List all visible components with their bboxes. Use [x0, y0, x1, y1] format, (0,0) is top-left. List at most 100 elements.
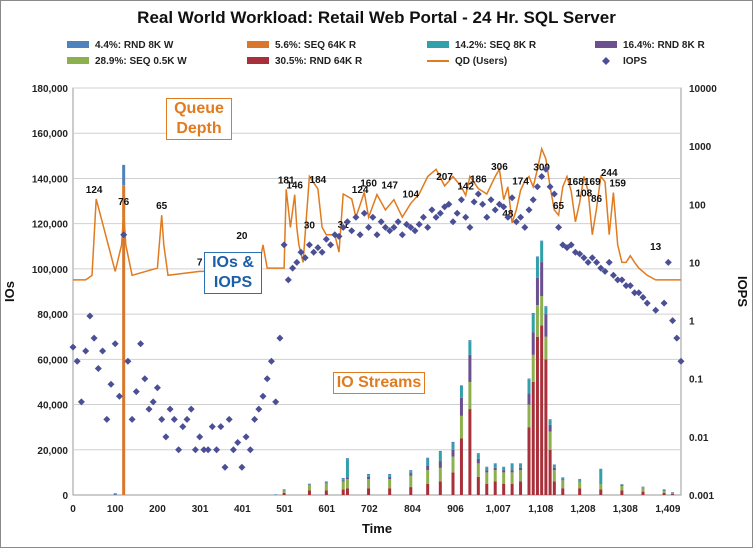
io-bar-segment: [493, 481, 497, 495]
qd-data-label: 184: [310, 175, 327, 186]
io-bar-segment: [662, 490, 666, 491]
iops-marker: [293, 258, 301, 266]
legend-label: 28.9%: SEQ 0.5K W: [95, 56, 187, 67]
x-tick-label: 1,007: [486, 504, 511, 515]
legend-label: QD (Users): [455, 56, 507, 67]
legend-label: 30.5%: RND 64K R: [275, 56, 363, 67]
iops-marker: [175, 446, 183, 454]
iops-marker: [381, 223, 389, 231]
legend-marker: [602, 57, 610, 65]
iops-marker: [69, 343, 77, 351]
iops-marker: [301, 254, 309, 262]
iops-marker: [664, 258, 672, 266]
iops-marker: [137, 340, 145, 348]
iops-marker: [483, 213, 491, 221]
y-tick-label: 120,000: [32, 220, 69, 231]
io-bar-segment: [476, 454, 480, 459]
iops-marker: [145, 405, 153, 413]
iops-marker: [466, 223, 474, 231]
iops-marker: [103, 415, 111, 423]
legend-swatch: [247, 41, 269, 48]
iops-marker: [411, 227, 419, 235]
io-bar-segment: [519, 481, 523, 495]
y2-tick-label: 1000: [689, 142, 712, 153]
io-bar-segment: [527, 378, 531, 380]
io-bar-segment: [671, 493, 675, 495]
io-bar-segment: [341, 479, 345, 481]
iops-marker: [348, 227, 356, 235]
io-bar-segment: [552, 467, 556, 471]
iops-marker: [132, 388, 140, 396]
iops-marker: [449, 218, 457, 226]
qd-data-label: 142: [457, 181, 474, 192]
qd-data-label: 181: [278, 175, 295, 186]
y-tick-label: 20,000: [37, 446, 68, 457]
x-tick-label: 301: [192, 504, 209, 515]
iops-marker: [580, 254, 588, 262]
iops-marker: [251, 415, 259, 423]
io-bar-segment: [620, 484, 624, 485]
qd-data-label: 207: [436, 172, 453, 183]
y-tick-label: 160,000: [32, 129, 69, 140]
io-bar-segment: [599, 468, 603, 470]
io-bar-segment: [527, 404, 531, 428]
iops-marker: [407, 223, 415, 231]
x-tick-label: 1,409: [655, 504, 680, 515]
io-bar-segment: [459, 385, 463, 387]
iops-marker: [272, 398, 280, 406]
iops-marker: [605, 258, 613, 266]
iops-marker: [128, 415, 136, 423]
iops-marker: [491, 206, 499, 214]
io-bar-segment: [535, 256, 539, 258]
iops-marker: [377, 218, 385, 226]
iops-marker: [398, 231, 406, 239]
iops-marker: [183, 415, 191, 423]
chart-title: Real World Workload: Retail Web Portal -…: [137, 8, 616, 27]
io-bar-segment: [485, 472, 489, 484]
io-bar-segment: [540, 240, 544, 242]
io-bar-segment: [282, 490, 286, 493]
iops-marker: [538, 173, 546, 180]
io-bar-segment: [468, 341, 472, 355]
io-bar-segment: [561, 478, 565, 480]
io-bar-segment: [307, 483, 311, 485]
iops-marker: [73, 357, 81, 365]
iops-marker: [179, 423, 187, 431]
qd-data-label: 306: [491, 162, 508, 173]
y-tick-label: 80,000: [37, 310, 68, 321]
x-tick-label: 1,108: [528, 504, 553, 515]
iops-marker: [512, 218, 520, 226]
iops-marker: [508, 194, 516, 202]
iops-marker: [153, 384, 161, 392]
iops-marker: [479, 200, 487, 208]
iops-marker: [289, 264, 297, 272]
qd-data-label: 104: [402, 189, 419, 200]
io-bar-segment: [438, 467, 442, 482]
iops-marker: [191, 446, 199, 454]
iops-marker: [90, 334, 98, 342]
io-bar-segment: [544, 359, 548, 495]
iops-marker: [533, 183, 541, 191]
plot-area: [72, 87, 682, 496]
io-bar-segment: [544, 314, 548, 337]
iops-marker: [457, 196, 465, 204]
io-bar-segment: [341, 489, 345, 495]
qd-data-label: 7: [197, 257, 203, 268]
iops-marker: [335, 232, 343, 240]
io-bar-segment: [540, 325, 544, 495]
qd-data-label: 160: [360, 178, 377, 189]
io-bar-segment: [527, 427, 531, 495]
io-bar-segment: [519, 464, 523, 468]
io-bar-segment: [282, 489, 286, 491]
io-bar-segment: [468, 340, 472, 342]
iops-marker: [525, 206, 533, 214]
iops-marker: [314, 244, 322, 252]
iops-marker: [149, 398, 157, 406]
iops-marker: [82, 347, 90, 355]
io-bar-segment: [468, 381, 472, 410]
iops-marker: [517, 213, 525, 221]
io-bar-segment: [561, 480, 565, 489]
legend-label: 5.6%: SEQ 64K R: [275, 40, 357, 51]
queue-depth-callout: Queue Depth: [166, 98, 232, 140]
